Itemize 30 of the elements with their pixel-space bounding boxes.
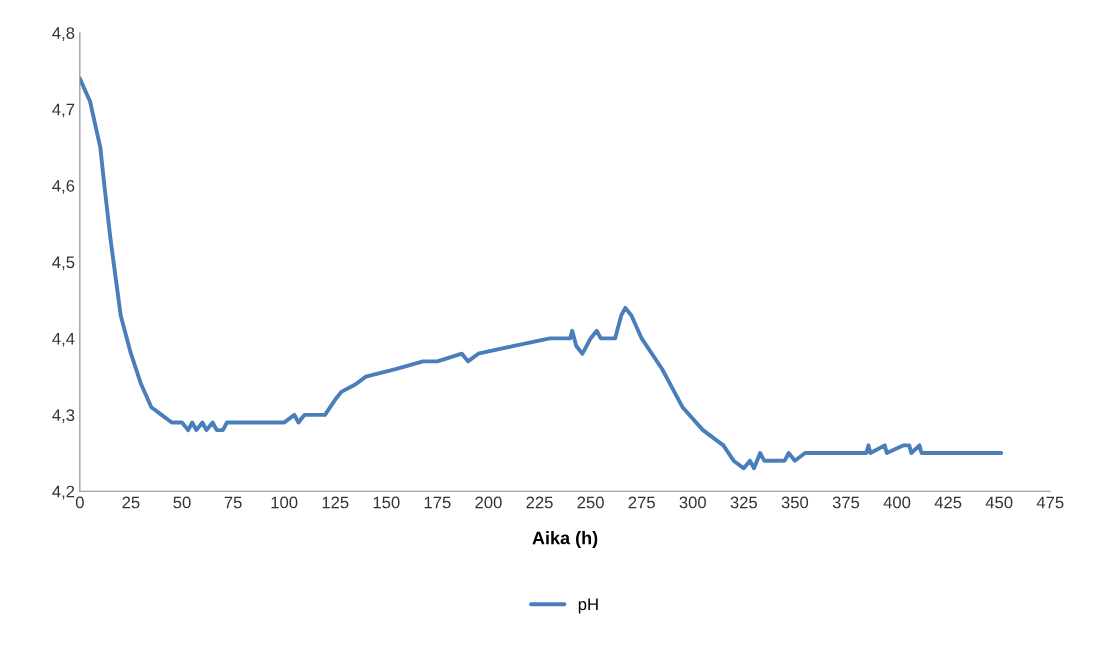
x-axis-title: Aika (h) <box>532 531 598 548</box>
x-tick-label: 275 <box>628 496 655 509</box>
x-tick-label: 325 <box>730 496 758 509</box>
y-tick-label: 4,7 <box>52 103 75 118</box>
x-tick-label: 0 <box>75 496 84 509</box>
y-tick-label: 4,8 <box>52 27 75 41</box>
x-tick-label: 225 <box>526 496 553 509</box>
x-tick-label: 350 <box>781 496 809 509</box>
y-tick-label: 4,6 <box>52 179 75 194</box>
x-tick-label: 125 <box>322 496 349 509</box>
x-tick-label: 400 <box>883 496 911 509</box>
y-tick-label: 4,3 <box>52 409 75 424</box>
x-tick-label: 200 <box>475 496 502 509</box>
x-tick-label: 475 <box>1036 496 1064 509</box>
line-series <box>79 76 1004 471</box>
x-tick-label: 150 <box>373 496 400 509</box>
x-tick-label: 100 <box>271 496 298 509</box>
x-tick-label: 300 <box>679 496 706 509</box>
x-tick-label: 50 <box>173 496 191 509</box>
x-tick-label: 425 <box>934 496 962 509</box>
legend-label: pH <box>578 598 598 614</box>
x-tick-label: 75 <box>224 496 242 509</box>
y-tick-label: 4,2 <box>52 485 75 500</box>
y-tick-label: 4,4 <box>52 332 75 347</box>
y-tick-label: 4,5 <box>52 256 75 271</box>
x-tick-label: 450 <box>985 496 1013 509</box>
x-tick-label: 175 <box>424 496 451 509</box>
x-tick-label: 375 <box>832 496 860 509</box>
x-tick-label: 250 <box>577 496 604 509</box>
x-tick-label: 25 <box>122 496 140 509</box>
